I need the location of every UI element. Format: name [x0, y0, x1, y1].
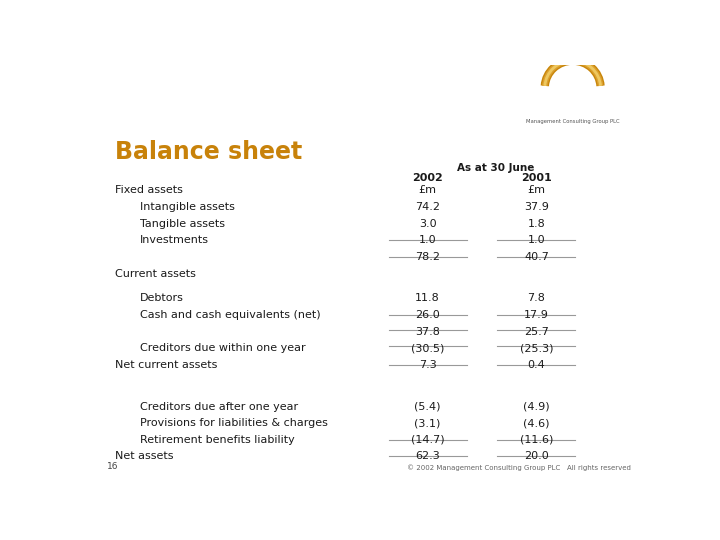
Text: Tangible assets: Tangible assets [140, 219, 225, 228]
Text: 7.8: 7.8 [528, 294, 545, 303]
Text: 3.0: 3.0 [419, 219, 436, 228]
Text: 0.4: 0.4 [528, 360, 545, 370]
Text: 26.0: 26.0 [415, 310, 440, 320]
Text: (11.6): (11.6) [520, 435, 553, 445]
Text: 62.3: 62.3 [415, 451, 440, 462]
Text: Retirement benefits liability: Retirement benefits liability [140, 435, 295, 445]
Text: Balance sheet: Balance sheet [115, 140, 302, 164]
Text: 16: 16 [107, 462, 118, 471]
Text: 20.0: 20.0 [524, 451, 549, 462]
Text: (5.4): (5.4) [414, 402, 441, 411]
Text: 11.8: 11.8 [415, 294, 440, 303]
Text: Cash and cash equivalents (net): Cash and cash equivalents (net) [140, 310, 321, 320]
Text: © 2002 Management Consulting Group PLC   All rights reserved: © 2002 Management Consulting Group PLC A… [408, 465, 631, 471]
Text: Net current assets: Net current assets [115, 360, 217, 370]
Text: 17.9: 17.9 [524, 310, 549, 320]
Text: (4.6): (4.6) [523, 418, 549, 428]
Text: 1.0: 1.0 [419, 235, 436, 245]
Text: Provisions for liabilities & charges: Provisions for liabilities & charges [140, 418, 328, 428]
Text: 1.8: 1.8 [528, 219, 545, 228]
Text: Creditors due within one year: Creditors due within one year [140, 343, 306, 353]
Text: Creditors due after one year: Creditors due after one year [140, 402, 298, 411]
Text: (14.7): (14.7) [411, 435, 444, 445]
Text: (3.1): (3.1) [415, 418, 441, 428]
Text: 1.0: 1.0 [528, 235, 545, 245]
Text: (4.9): (4.9) [523, 402, 549, 411]
Text: £m: £m [418, 185, 436, 195]
Text: (30.5): (30.5) [411, 343, 444, 353]
Text: 78.2: 78.2 [415, 252, 440, 262]
Text: 40.7: 40.7 [524, 252, 549, 262]
Text: Management Consulting Group PLC: Management Consulting Group PLC [526, 119, 619, 124]
Text: Fixed assets: Fixed assets [115, 185, 183, 195]
Text: 7.3: 7.3 [419, 360, 436, 370]
Text: Intangible assets: Intangible assets [140, 202, 235, 212]
Text: 25.7: 25.7 [524, 327, 549, 337]
Text: Current assets: Current assets [115, 268, 196, 279]
Text: Net assets: Net assets [115, 451, 174, 462]
Text: £m: £m [528, 185, 546, 195]
Text: Investments: Investments [140, 235, 210, 245]
Text: 74.2: 74.2 [415, 202, 440, 212]
Text: 2002: 2002 [413, 173, 443, 183]
Text: 37.8: 37.8 [415, 327, 440, 337]
Text: Debtors: Debtors [140, 294, 184, 303]
Text: 37.9: 37.9 [524, 202, 549, 212]
Text: (25.3): (25.3) [520, 343, 553, 353]
Text: As at 30 June: As at 30 June [457, 163, 535, 172]
Text: 2001: 2001 [521, 173, 552, 183]
